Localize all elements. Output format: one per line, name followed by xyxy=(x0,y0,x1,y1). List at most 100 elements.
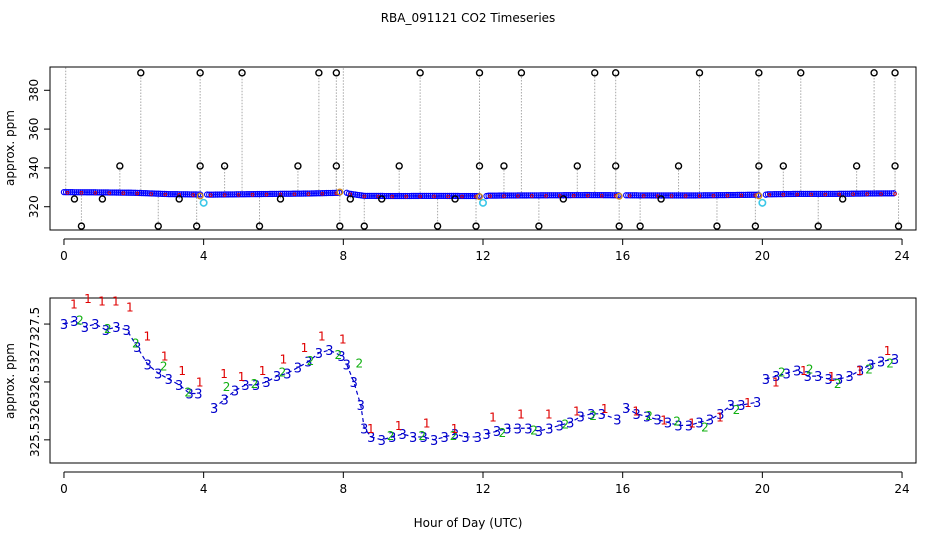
baseline-point xyxy=(260,190,267,198)
baseline-point xyxy=(833,190,841,198)
baseline-point xyxy=(262,190,269,198)
series-1-marker: 1 xyxy=(601,402,609,416)
baseline-point xyxy=(861,190,868,197)
baseline-point xyxy=(304,190,311,197)
series-2-marker: 2 xyxy=(865,362,873,376)
outlier-point xyxy=(378,195,386,203)
baseline-point xyxy=(235,191,242,198)
outlier-point xyxy=(395,162,403,170)
series-1-marker: 1 xyxy=(688,416,696,430)
baseline-red-point xyxy=(683,194,688,198)
series-3-marker: 3 xyxy=(315,347,323,362)
outlier-point xyxy=(751,222,760,230)
baseline-point xyxy=(606,192,614,199)
series-1-marker: 1 xyxy=(744,396,752,410)
baseline-point xyxy=(690,192,697,199)
series-3-marker: 3 xyxy=(367,431,375,446)
baseline-point xyxy=(792,190,799,198)
baseline-red-point xyxy=(320,191,325,196)
series-1-marker: 1 xyxy=(161,350,169,364)
outlier-point xyxy=(346,195,355,203)
top-baseline-series xyxy=(60,189,897,200)
series-2-marker: 2 xyxy=(104,322,112,336)
series-3-marker: 3 xyxy=(793,364,801,379)
baseline-point xyxy=(794,190,801,198)
series-2-marker: 2 xyxy=(701,420,709,434)
baseline-point xyxy=(558,192,566,199)
series-3-marker: 3 xyxy=(587,408,595,423)
baseline-point xyxy=(637,192,644,199)
baseline-point xyxy=(396,192,403,200)
series-2-marker: 2 xyxy=(418,429,426,443)
baseline-point xyxy=(153,190,160,197)
baseline-point xyxy=(294,190,301,197)
baseline-point xyxy=(766,191,774,198)
baseline-point xyxy=(844,190,851,197)
series-3-marker: 3 xyxy=(685,419,693,434)
baseline-red-point xyxy=(474,194,478,199)
series-3-marker: 3 xyxy=(493,425,501,440)
baseline-red-point xyxy=(163,192,168,197)
series-3-marker: 3 xyxy=(835,373,843,388)
y-tick-label: 360 xyxy=(27,118,41,141)
series-3-marker: 3 xyxy=(535,425,543,440)
baseline-point xyxy=(523,192,530,199)
series-3-marker: 3 xyxy=(283,367,291,382)
baseline-point xyxy=(220,191,228,198)
baseline-point xyxy=(155,190,162,197)
series-3-line xyxy=(625,401,758,426)
baseline-point xyxy=(627,192,634,199)
series-3-marker: 3 xyxy=(144,359,152,374)
series-3-marker: 3 xyxy=(273,370,281,385)
baseline-red-point xyxy=(362,194,367,199)
baseline-point xyxy=(117,189,124,196)
outlier-point xyxy=(615,222,623,230)
outlier-point xyxy=(433,222,442,230)
series-3-marker: 3 xyxy=(91,318,99,333)
baseline-point xyxy=(648,192,655,199)
series-2-marker: 2 xyxy=(307,354,315,368)
outlier-point xyxy=(894,222,903,230)
series-3-marker: 3 xyxy=(123,324,131,339)
outlier-point xyxy=(891,69,899,77)
baseline-red-point xyxy=(222,193,227,197)
outlier-point xyxy=(591,69,599,77)
baseline-point xyxy=(817,190,824,198)
series-3-line xyxy=(63,320,199,395)
x-tick-label: 20 xyxy=(755,249,770,263)
x-tick-label: 12 xyxy=(475,249,490,263)
baseline-point xyxy=(90,189,97,196)
baseline-point xyxy=(123,189,130,196)
baseline-point xyxy=(425,192,432,200)
baseline-point xyxy=(875,190,883,197)
baseline-point xyxy=(600,192,607,199)
outlier-point xyxy=(255,222,264,230)
baseline-point xyxy=(736,191,743,199)
orange-point xyxy=(336,188,344,196)
orange-point xyxy=(615,192,623,200)
baseline-red-point xyxy=(135,191,140,196)
y-tick-label: 327 xyxy=(28,342,42,365)
series-3-line xyxy=(486,413,618,435)
outlier-point xyxy=(192,222,201,230)
x-tick-label: 8 xyxy=(340,482,348,496)
baseline-point xyxy=(775,190,782,198)
baseline-point xyxy=(539,192,547,199)
series-3-marker: 3 xyxy=(294,361,302,376)
baseline-point xyxy=(796,190,803,198)
series-3-marker: 3 xyxy=(360,422,368,437)
baseline-point xyxy=(398,192,405,200)
x-axis-title: Hour of Day (UTC) xyxy=(414,516,523,530)
series-3-marker: 3 xyxy=(613,414,621,429)
baseline-point xyxy=(368,192,376,200)
x-tick-label: 4 xyxy=(200,482,208,496)
outlier-point xyxy=(779,162,788,170)
baseline-point xyxy=(815,190,822,198)
x-tick-label: 8 xyxy=(340,249,348,263)
baseline-point xyxy=(573,191,580,199)
baseline-point xyxy=(829,190,837,198)
baseline-point xyxy=(287,190,295,197)
baseline-point xyxy=(787,190,795,198)
baseline-point xyxy=(106,189,114,196)
